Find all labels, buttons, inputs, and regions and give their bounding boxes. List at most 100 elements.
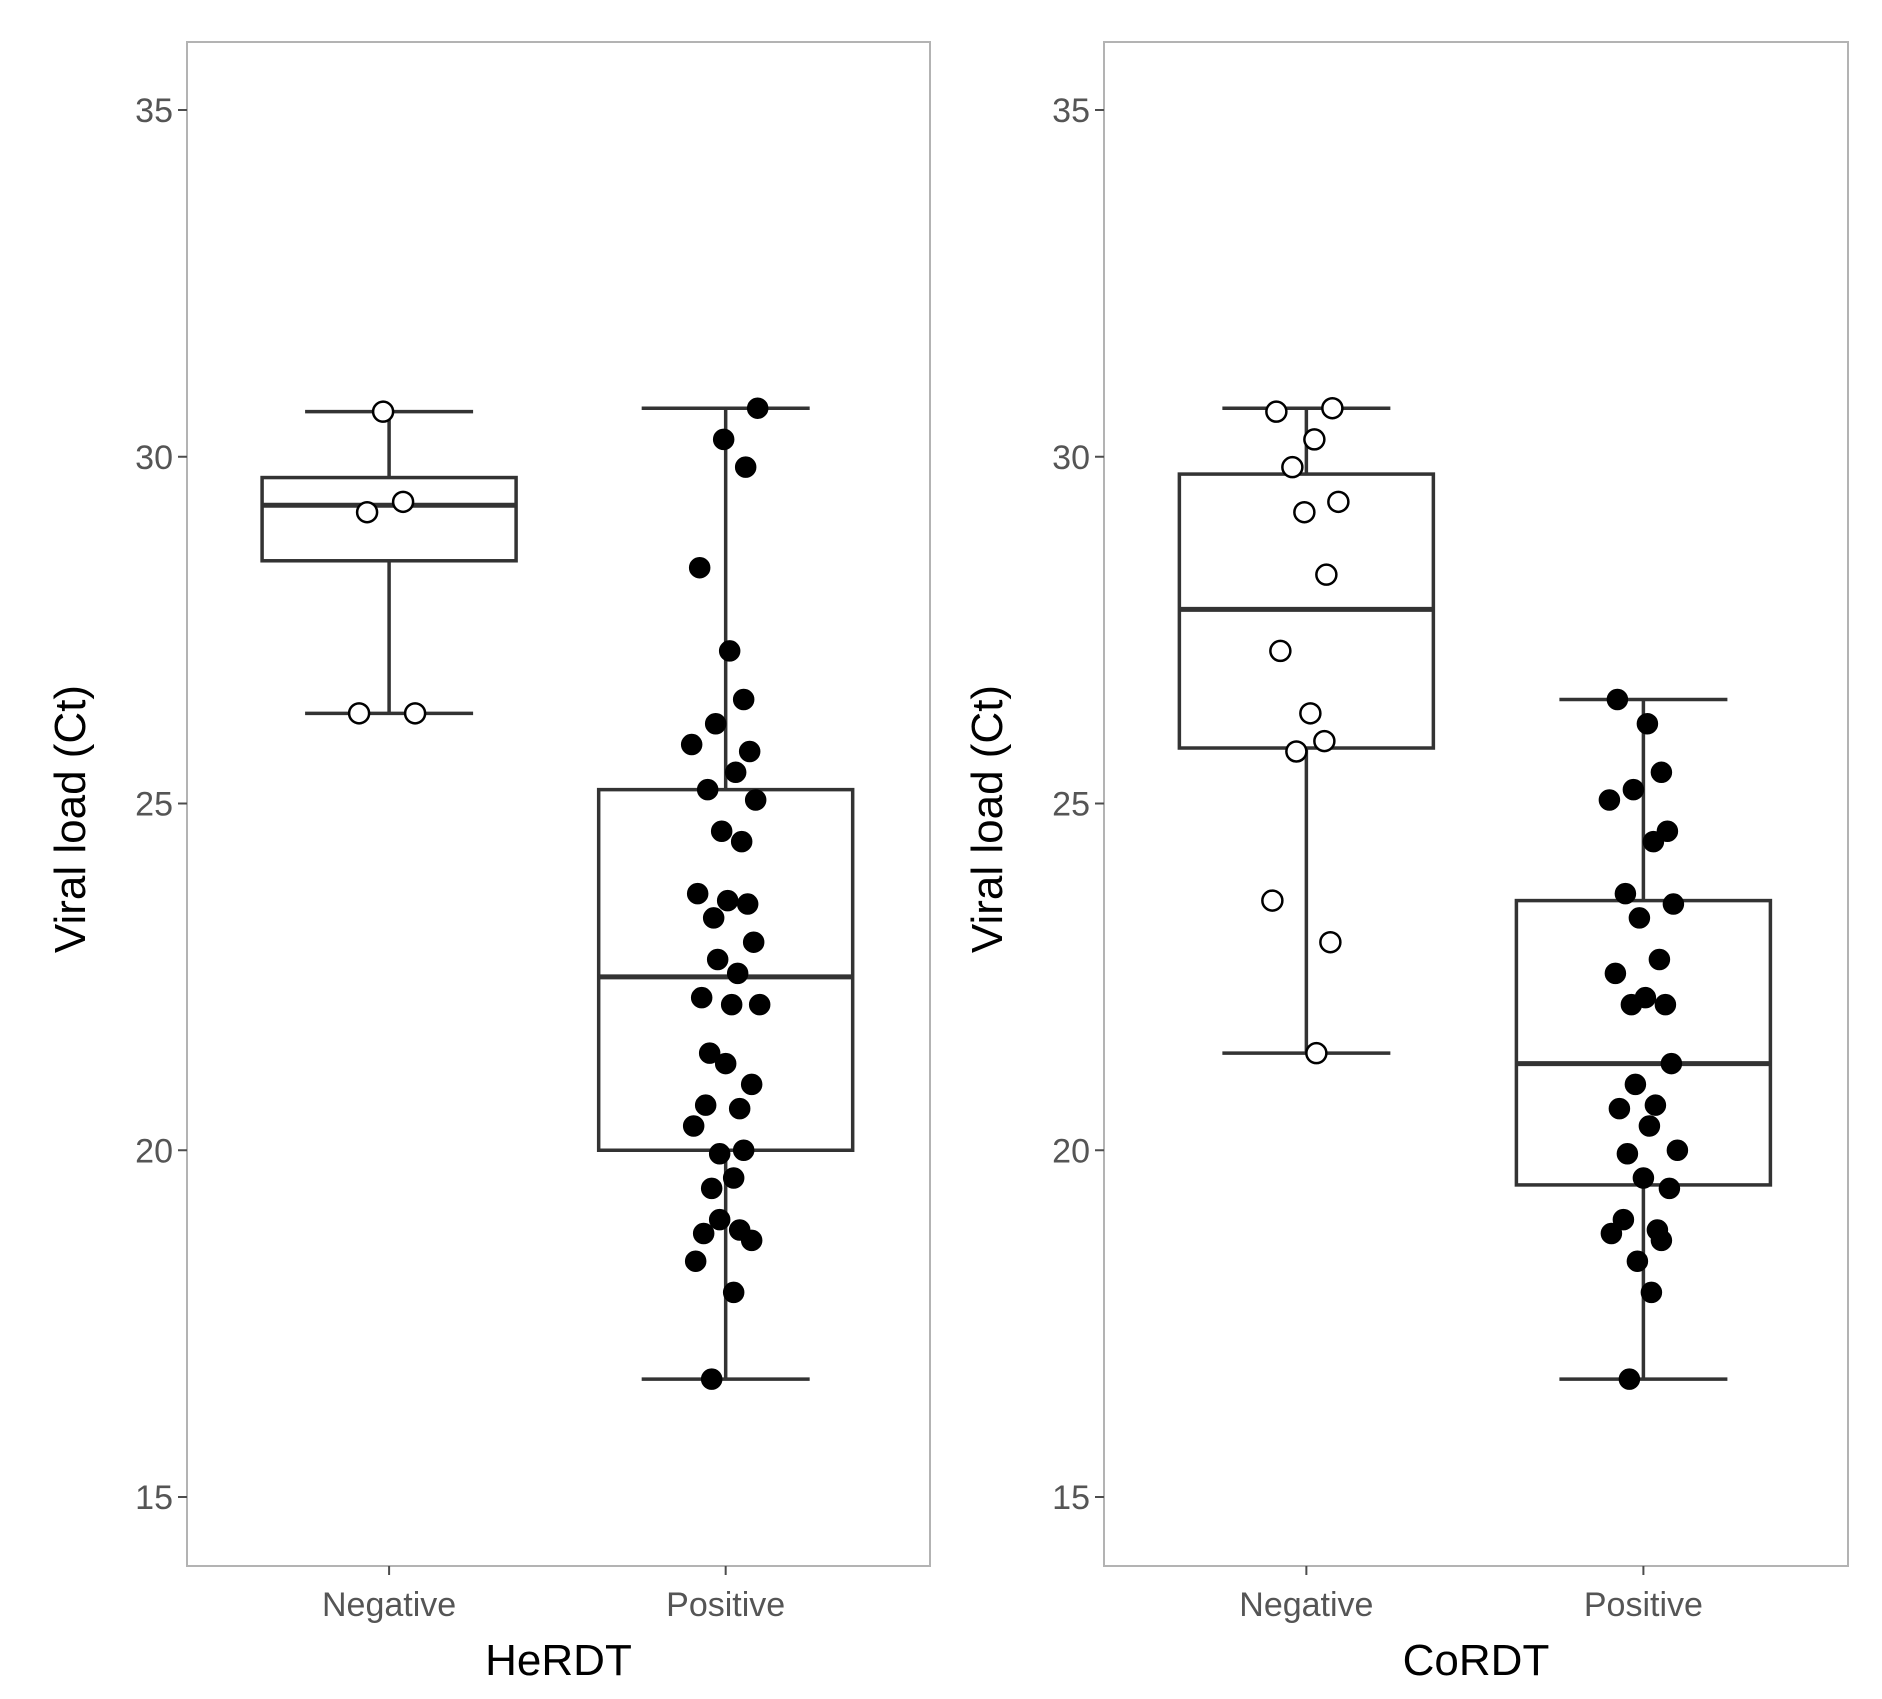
data-point: [1315, 563, 1338, 586]
data-point: [732, 688, 755, 711]
data-point: [1606, 688, 1629, 711]
data-point: [1624, 1073, 1647, 1096]
data-point: [716, 889, 739, 912]
data-point: [1327, 490, 1350, 514]
data-point: [1269, 639, 1292, 663]
data-point: [746, 397, 769, 419]
data-point: [744, 789, 767, 811]
data-point: [1648, 948, 1671, 971]
data-point: [1638, 1115, 1661, 1137]
data-point: [1618, 1368, 1641, 1390]
data-point: [724, 761, 747, 784]
data-point: [740, 1229, 763, 1252]
panel-cordt: 15 20 25 30 35 Negative Positive CoRDT Viral loa…: [963, 41, 1849, 1685]
data-point: [708, 1208, 731, 1231]
box-positive: [596, 397, 855, 1390]
data-point: [712, 428, 735, 451]
data-point: [720, 993, 743, 1016]
data-point: [698, 1042, 721, 1064]
data-point: [1662, 893, 1685, 915]
data-point: [1299, 702, 1322, 725]
y-tick-label: 25: [1052, 786, 1090, 824]
y-tick-label: 15: [1052, 1479, 1090, 1517]
data-point: [694, 1094, 717, 1116]
y-tick-label: 20: [135, 1132, 173, 1170]
data-point: [1650, 761, 1673, 784]
data-point: [391, 490, 415, 514]
y-tick-label: 30: [135, 439, 173, 477]
data-point: [696, 778, 719, 801]
data-point: [1636, 712, 1659, 735]
data-point: [1632, 1167, 1655, 1189]
box-positive: [1514, 688, 1773, 1390]
data-point: [710, 820, 733, 842]
data-point: [688, 556, 711, 579]
data-point: [708, 1142, 731, 1165]
data-point: [1666, 1139, 1689, 1161]
data-point: [1305, 1041, 1328, 1065]
x-tick-label-negative: Negative: [1239, 1586, 1373, 1624]
data-point: [1616, 1142, 1639, 1165]
data-point: [1303, 428, 1326, 451]
data-point: [726, 962, 749, 985]
data-point: [1604, 962, 1627, 985]
y-tick-label: 30: [1052, 439, 1090, 477]
data-point: [1620, 993, 1643, 1016]
data-point: [748, 993, 771, 1016]
data-point: [718, 640, 741, 662]
box-negative: [1177, 396, 1436, 1065]
data-point: [403, 702, 427, 725]
data-point: [1265, 400, 1288, 423]
data-point: [692, 1222, 715, 1245]
data-point: [1600, 1222, 1623, 1245]
y-tick-label: 35: [135, 92, 173, 130]
y-tick-label: 35: [1052, 92, 1090, 130]
data-point: [700, 1368, 723, 1390]
data-point: [1660, 1052, 1683, 1075]
data-point: [702, 907, 725, 929]
data-point: [742, 931, 765, 953]
data-point: [1313, 729, 1336, 753]
iqr-box: [260, 475, 518, 563]
data-point: [714, 1052, 737, 1075]
data-point: [736, 893, 759, 915]
data-point: [1321, 396, 1344, 420]
data-point: [1285, 740, 1308, 763]
data-point: [686, 882, 709, 905]
data-point: [684, 1250, 707, 1272]
x-tick-label-positive: Positive: [1584, 1586, 1703, 1624]
data-point: [1650, 1229, 1673, 1252]
data-point: [700, 1177, 723, 1200]
x-tick-label-negative: Negative: [322, 1586, 456, 1624]
data-point: [1598, 789, 1621, 811]
data-point: [738, 740, 761, 763]
data-point: [347, 702, 371, 725]
data-point: [722, 1281, 745, 1304]
y-axis-title: Viral load (Ct): [963, 685, 1012, 953]
data-point: [728, 1097, 751, 1120]
data-point: [690, 986, 713, 1009]
data-point: [355, 500, 379, 524]
data-point: [1612, 1208, 1635, 1231]
y-tick-label: 15: [135, 1479, 173, 1517]
plot-frame: [186, 41, 931, 1567]
plot-frame: [1103, 41, 1849, 1567]
data-point: [1642, 830, 1665, 853]
y-tick-label: 25: [135, 786, 173, 824]
data-point: [706, 948, 729, 971]
data-point: [371, 400, 395, 423]
x-axis-title: HeRDT: [485, 1636, 632, 1685]
data-point: [1281, 455, 1304, 479]
x-tick-label-positive: Positive: [666, 1586, 785, 1624]
data-point: [1628, 907, 1651, 929]
data-point: [1654, 993, 1677, 1016]
data-point: [1640, 1281, 1663, 1304]
data-point: [732, 1139, 755, 1161]
data-point: [1626, 1250, 1649, 1272]
y-tick-label: 20: [1052, 1132, 1090, 1170]
box-negative: [260, 400, 518, 725]
data-point: [1608, 1097, 1631, 1120]
data-point: [730, 830, 753, 853]
data-point: [1319, 930, 1342, 954]
